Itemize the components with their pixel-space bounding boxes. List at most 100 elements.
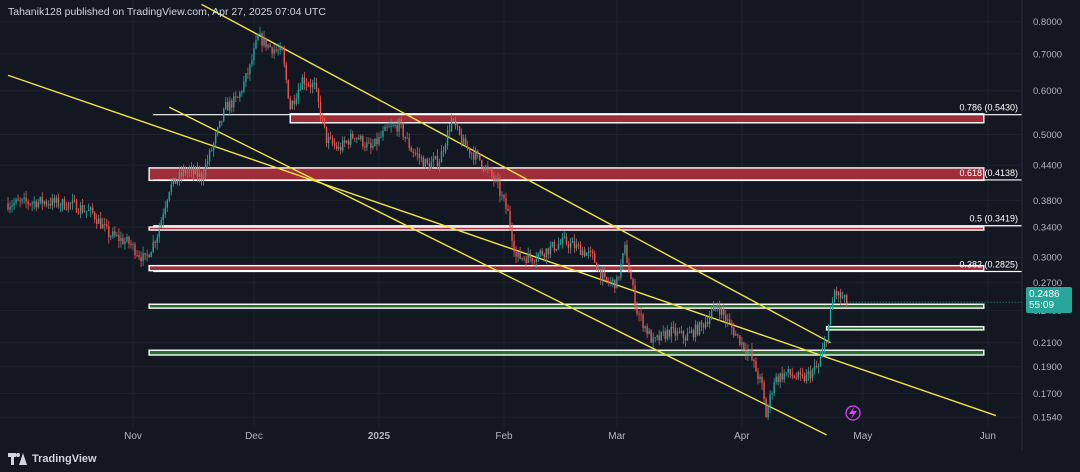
candle-body [418,153,420,158]
candle-body [727,319,729,321]
trendlines [7,3,997,436]
candle-body [384,126,386,131]
candle-body [571,241,574,243]
candle-body [596,262,598,271]
candle-body [293,100,295,104]
candle-body [593,253,596,263]
candle-body [37,201,39,208]
candle-body [41,196,43,204]
candle-body [362,135,364,147]
candle-body [523,258,525,259]
candle-body [791,374,793,377]
candle-body [761,376,763,383]
fib-level-label: 0.786 (0.5430) [959,103,1018,113]
candle-body [216,127,219,135]
candle-body [116,235,118,236]
candle-body [710,310,713,318]
candle-body [25,197,27,202]
candle-body [561,237,564,244]
lightning-icon[interactable] [845,405,861,421]
candle-body [733,327,735,336]
candle-body [775,376,777,383]
candle-body [616,276,618,289]
candle-body [221,120,223,122]
candle-body [674,327,677,336]
candle-body [652,337,654,343]
candle-body [531,257,533,262]
candle-body [341,140,344,151]
candle-body [763,382,765,400]
candle-body [680,331,683,333]
candle-body [21,199,23,201]
candle-body [460,134,463,145]
candle-body [821,348,824,358]
candle-body [352,133,354,139]
candle-body [190,168,193,171]
candle-body [13,202,15,206]
candle-body [438,162,441,167]
candle-body [759,376,761,379]
candle-body [128,236,130,244]
candle-body [150,251,152,258]
candle-body [694,324,697,338]
candle-body [799,372,802,375]
candle-body [644,326,646,329]
candle-body [708,317,711,324]
candle-body [305,84,308,86]
candle-body [698,322,701,335]
candle-body [400,119,402,124]
candle-body [124,241,126,245]
candle-body [662,331,664,333]
candle-body [591,251,594,254]
candle-body [281,47,283,51]
candle-body [91,207,94,213]
candle-body [462,138,465,145]
candle-body [668,329,670,337]
candle-body [519,252,521,259]
candle-body [75,200,78,213]
support-zone [148,303,985,309]
candle-body [658,335,660,341]
candle-body [537,253,539,259]
candle-body [660,331,662,341]
candle-body [11,205,13,207]
candle-body [122,237,124,245]
candle-body [678,331,681,333]
candle-body [477,151,479,154]
candle-body [243,81,245,92]
candle-body [579,245,582,256]
candle-body [43,201,45,204]
candle-body [231,100,233,108]
x-tick-label: Nov [124,431,142,442]
candle-body [255,39,257,49]
candle-body [581,250,584,256]
candle-body [307,84,310,86]
candle-body [454,119,457,127]
candle-body [267,44,269,48]
candle-body [553,242,556,251]
candle-body [426,159,429,164]
publication-header: Tahanik128 published on TradingView.com,… [8,6,326,18]
candle-body [749,350,751,352]
channel-upper-trendline [201,3,831,344]
candle-body [378,136,380,145]
candle-body [777,376,779,383]
candle-body [589,251,592,253]
candle-body [628,262,630,273]
candle-body [503,195,505,199]
candle-body [253,48,255,61]
candle-body [475,151,477,160]
candle-body [448,130,451,132]
candle-body [89,207,92,210]
candle-body [456,126,459,127]
candle-body [134,244,136,256]
candle-body [269,44,271,48]
candle-body [77,212,80,214]
candle-body [452,119,455,120]
tradingview-logo[interactable]: TradingView [8,453,97,465]
tradingview-logo-icon [8,453,27,465]
candle-body [718,307,721,315]
candle-body [827,324,830,343]
candle-body [49,204,52,206]
